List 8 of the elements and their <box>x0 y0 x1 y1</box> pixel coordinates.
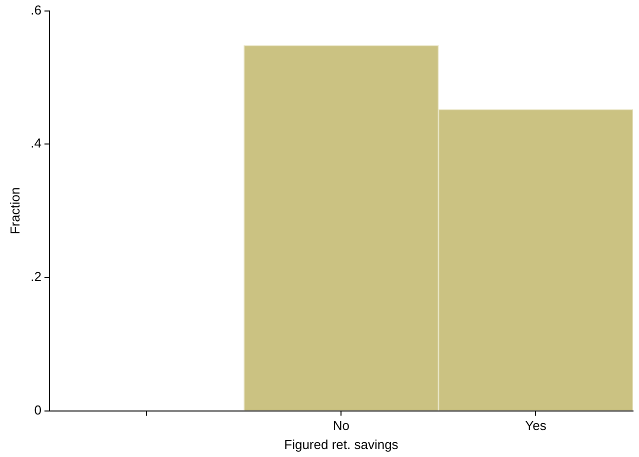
y-axis-title: Fraction <box>7 187 22 234</box>
y-tick-label: .6 <box>30 2 42 18</box>
x-tick-label: No <box>332 418 350 434</box>
y-tick-label: .2 <box>30 269 42 284</box>
x-axis-title: Figured ret. savings <box>284 436 399 452</box>
y-tick-label: 0 <box>34 402 42 418</box>
x-tick-label: Yes <box>525 418 547 434</box>
y-tick-label: .4 <box>30 136 42 151</box>
